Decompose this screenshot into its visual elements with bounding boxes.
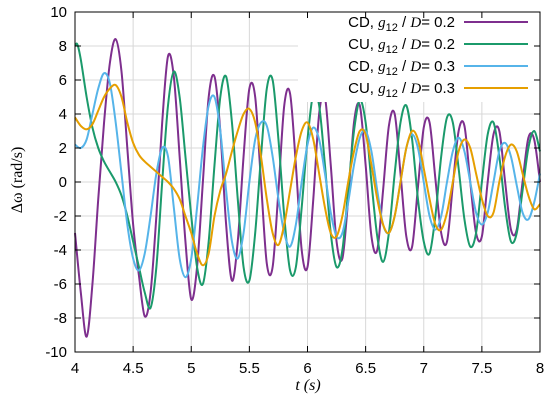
legend-label: CD, g12 / D= 0.3 [348,58,455,78]
y-tick-label: -6 [54,276,67,293]
x-tick-label: 4.5 [123,360,144,377]
y-tick-label: -10 [45,344,67,361]
x-tick-label: 7.5 [471,360,492,377]
legend-label: CU, g12 / D= 0.3 [348,80,455,100]
x-tick-label: 6 [303,360,311,377]
y-tick-label: 0 [59,174,67,191]
y-tick-label: 4 [59,106,67,123]
legend: CD, g12 / D= 0.2CU, g12 / D= 0.2CD, g12 … [298,8,534,102]
y-tick-label: -4 [54,242,67,259]
y-axis-title: Δω (rad/s) [9,147,26,214]
y-tick-label: -8 [54,310,67,327]
x-tick-label: 4 [71,360,79,377]
ticks [74,11,541,353]
legend-label: CU, g12 / D= 0.2 [348,36,455,56]
y-tick-label: 8 [59,38,67,55]
y-tick-label: 6 [59,72,67,89]
legend-background [298,8,534,102]
x-axis-title: t (s) [295,377,320,394]
series-lines [74,38,541,338]
series-line-3 [74,72,541,279]
x-tick-labels: 4 4.5 5 5.5 6 6.5 7 7.5 8 [71,360,544,377]
y-tick-label: 10 [50,4,67,21]
x-tick-label: 7 [420,360,428,377]
series-line-4 [74,83,541,267]
x-tick-label: 8 [536,360,544,377]
x-tick-label: 5 [187,360,195,377]
legend-label: CD, g12 / D= 0.2 [348,14,455,34]
x-tick-label: 6.5 [355,360,376,377]
series-line-1 [74,38,541,338]
y-tick-label: -2 [54,208,67,225]
y-tick-labels: -10 -8 -6 -4 -2 0 2 4 6 8 10 [45,4,67,361]
x-tick-label: 5.5 [239,360,260,377]
series-line-2 [74,42,541,310]
y-tick-label: 2 [59,140,67,157]
